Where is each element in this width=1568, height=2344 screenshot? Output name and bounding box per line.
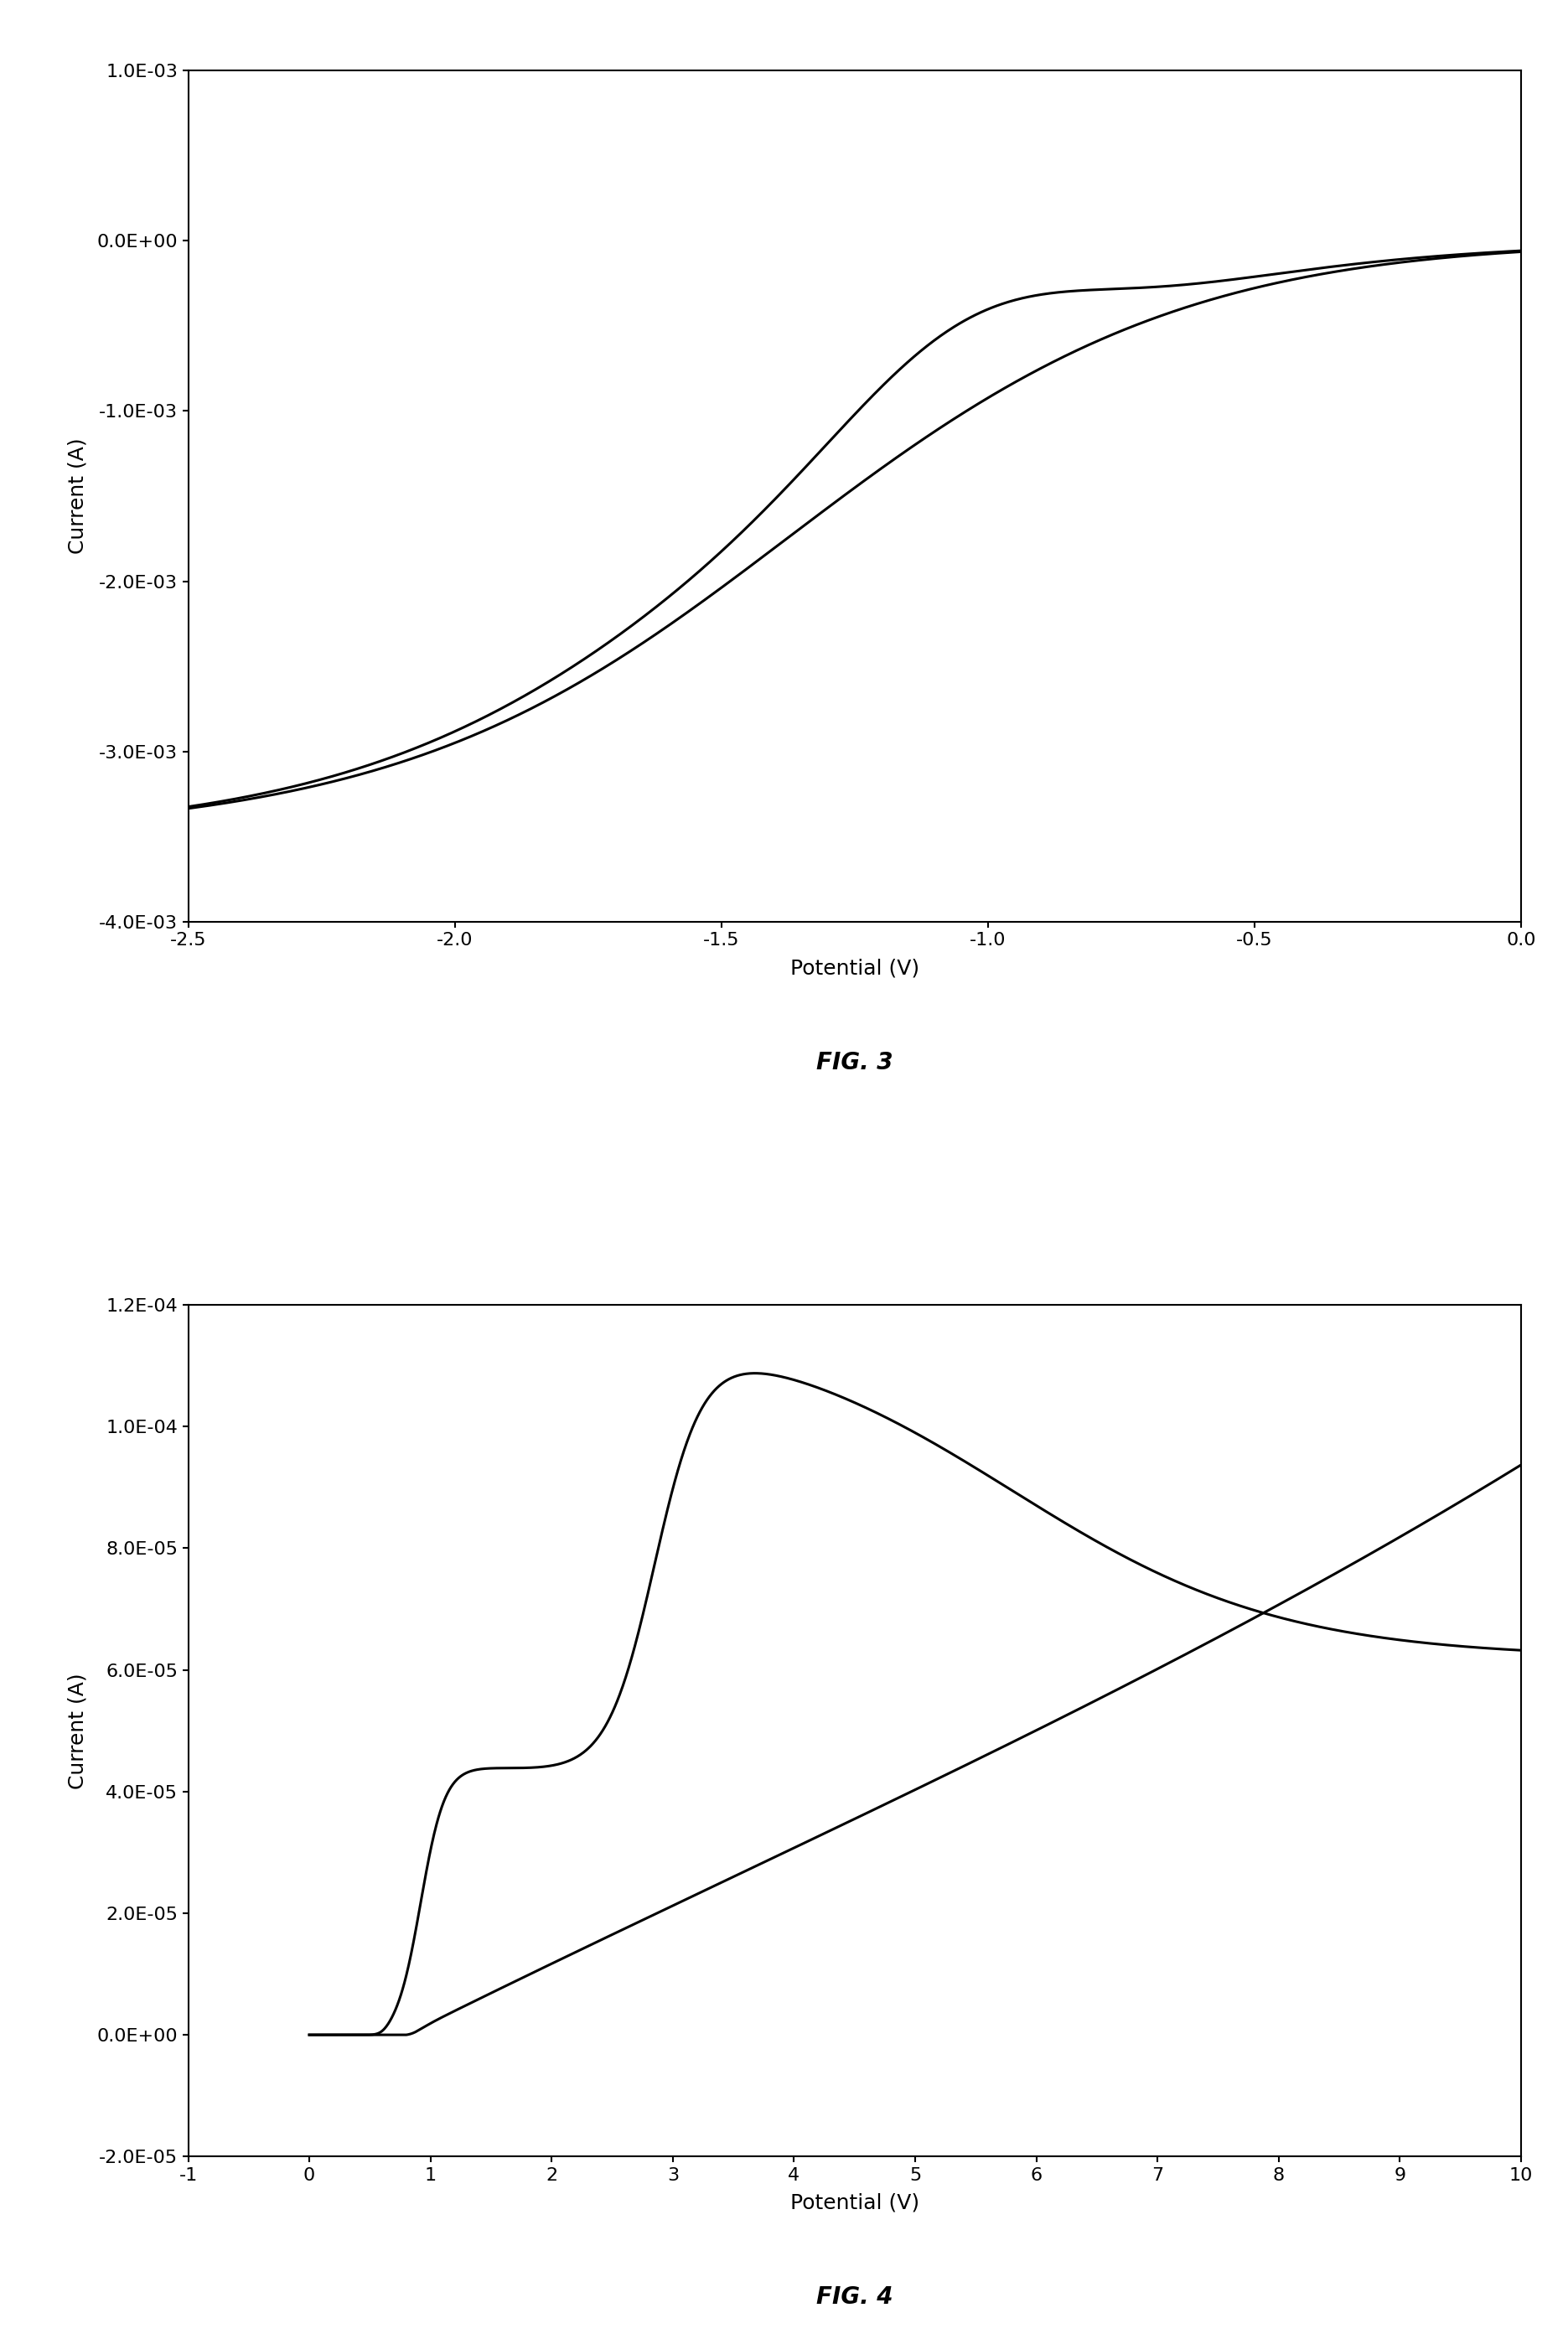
Y-axis label: Current (A): Current (A) <box>67 438 88 553</box>
X-axis label: Potential (V): Potential (V) <box>790 2194 919 2213</box>
Text: FIG. 3: FIG. 3 <box>817 1050 892 1074</box>
X-axis label: Potential (V): Potential (V) <box>790 959 919 977</box>
Y-axis label: Current (A): Current (A) <box>67 1674 88 1788</box>
Text: FIG. 4: FIG. 4 <box>817 2285 892 2309</box>
